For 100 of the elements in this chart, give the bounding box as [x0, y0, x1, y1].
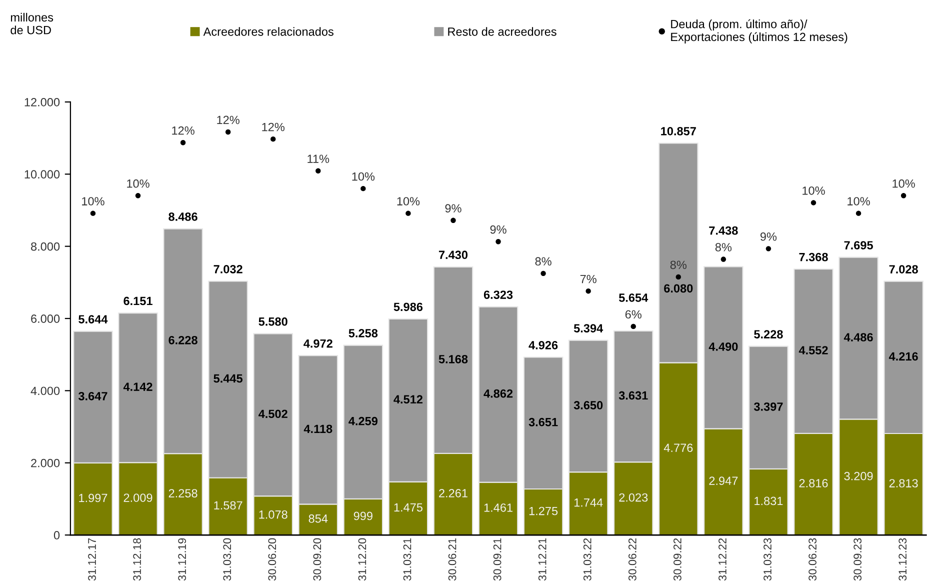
data-label: 3.209	[844, 472, 873, 480]
legend-label: Acreedores relacionados	[203, 27, 334, 36]
point	[766, 246, 772, 252]
total-label: 5.394	[574, 324, 604, 332]
data-label: 4.486	[844, 333, 873, 342]
data-label: 4.142	[123, 382, 152, 391]
point	[720, 256, 726, 262]
data-label: 6%	[625, 310, 642, 319]
y-tick-label: 4.000	[30, 386, 60, 396]
point	[630, 324, 636, 330]
data-label: 2.816	[799, 479, 828, 488]
data-label: 1.744	[574, 498, 603, 507]
y-tick-label: 10.000	[24, 170, 60, 179]
x-tick-label: 31.12.17	[88, 538, 96, 581]
point	[586, 288, 591, 294]
data-label: 854	[308, 514, 328, 523]
x-tick-label: 30.09.23	[854, 538, 862, 581]
data-label: 1.078	[259, 510, 288, 519]
data-label: 1.831	[754, 496, 783, 506]
x-tick-label: 31.03.23	[764, 538, 772, 581]
text: millones de USD	[10, 12, 54, 34]
legend-label: Resto de acreedores	[448, 27, 556, 36]
data-label: 4.118	[304, 424, 332, 434]
data-label: 8%	[535, 257, 552, 266]
point	[90, 210, 96, 216]
data-label: 4.259	[348, 416, 378, 426]
point	[316, 168, 321, 174]
data-label: 2.261	[439, 489, 468, 498]
data-label: 3.647	[78, 392, 108, 400]
point	[270, 136, 276, 142]
y-tick-label: 2.000	[31, 458, 60, 468]
point	[135, 193, 141, 198]
point	[810, 200, 816, 206]
x-tick-label: 30.06.23	[808, 538, 816, 581]
data-label: 10%	[802, 186, 825, 195]
data-label: 4.216	[888, 352, 918, 361]
y-tick-label: 8.000	[31, 242, 60, 251]
data-label: 10%	[127, 179, 150, 188]
data-label: 4.552	[798, 346, 828, 354]
x-tick-label: 31.12.22	[718, 538, 726, 581]
total-label: 4.972	[304, 339, 332, 348]
data-label: 4.862	[484, 389, 513, 398]
point	[540, 270, 546, 276]
data-label: 7%	[580, 274, 596, 284]
x-tick-label: 30.06.21	[448, 538, 456, 581]
data-label: 1.275	[529, 506, 558, 516]
data-label: 10%	[397, 197, 420, 206]
data-label: 10%	[892, 179, 915, 188]
data-label: 4.776	[664, 444, 693, 452]
y-tick-label: 12.000	[24, 98, 60, 106]
data-label: 999	[354, 512, 372, 520]
data-label: 5.445	[214, 374, 243, 383]
legend-label: Deuda (prom. último año)/ Exportaciones (últimos 12 meses)	[671, 19, 848, 44]
data-label: 1.997	[79, 494, 108, 502]
data-label: 4.490	[708, 342, 738, 351]
x-tick-label: 31.03.20	[223, 538, 232, 581]
total-label: 4.926	[528, 341, 558, 350]
point	[406, 210, 411, 216]
data-label: 2.009	[124, 494, 152, 502]
total-label: 7.028	[889, 265, 918, 274]
data-label: 12%	[217, 116, 240, 124]
total-label: 5.986	[394, 302, 423, 312]
point	[180, 140, 186, 146]
x-tick-label: 30.09.20	[313, 538, 322, 581]
data-label: 10%	[82, 197, 104, 206]
point	[900, 193, 906, 198]
data-label: 8%	[670, 260, 687, 270]
y-tick-label: 0	[54, 531, 60, 540]
total-label: 10.857	[661, 127, 696, 136]
total-label: 6.323	[484, 290, 513, 299]
total-label: 7.438	[709, 226, 738, 235]
data-label: 11%	[308, 154, 330, 163]
data-label: 12%	[262, 122, 284, 132]
point	[225, 129, 231, 135]
x-tick-label: 31.12.20	[358, 538, 366, 581]
x-tick-label: 31.12.23	[898, 538, 907, 581]
data-label: 2.258	[168, 489, 198, 498]
data-label: 6.080	[664, 284, 693, 293]
data-label: 3.397	[754, 402, 783, 411]
x-tick-label: 30.09.21	[493, 538, 502, 581]
data-label: 6.228	[168, 336, 198, 344]
data-label: 3.650	[574, 401, 603, 410]
total-label: 7.430	[438, 250, 468, 260]
total-label: 5.654	[618, 294, 648, 302]
data-label: 2.023	[619, 493, 648, 502]
point	[676, 274, 681, 280]
x-tick-label: 31.12.19	[178, 538, 186, 581]
data-label: 9%	[760, 232, 777, 241]
data-label: 2.947	[709, 476, 738, 486]
point	[450, 218, 456, 223]
x-tick-label: 30.06.20	[268, 538, 276, 581]
data-label: 3.631	[618, 391, 648, 400]
data-label: 5.168	[438, 354, 468, 364]
data-label: 4.512	[394, 395, 422, 404]
total-label: 7.695	[844, 241, 873, 250]
data-label: 9%	[490, 225, 506, 234]
data-label: 1.475	[394, 503, 422, 512]
x-tick-label: 31.03.22	[583, 538, 592, 581]
total-label: 5.228	[754, 330, 783, 338]
x-tick-label: 30.06.22	[628, 538, 636, 581]
